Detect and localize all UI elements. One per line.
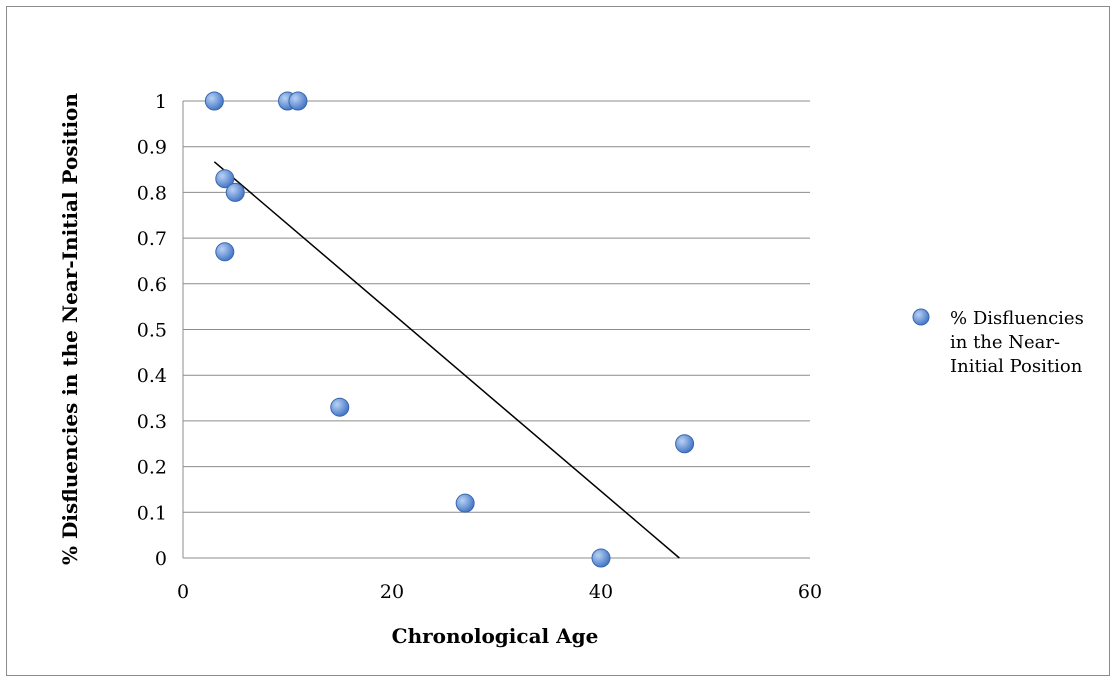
- y-tick-label: 0.9: [137, 137, 167, 159]
- y-tick-labels: 0 0.1 0.2 0.3 0.4 0.5 0.6 0.7 0.8 0.9 1: [137, 91, 167, 570]
- data-point: [215, 169, 235, 189]
- x-tick-label: 60: [798, 581, 822, 603]
- y-tick-label: 0.6: [137, 274, 167, 296]
- x-tick-label: 20: [380, 581, 404, 603]
- data-points: [204, 91, 695, 568]
- legend-label-line-3: Initial Position: [950, 356, 1083, 377]
- y-tick-label: 1: [155, 91, 167, 113]
- legend-marker: [912, 308, 930, 326]
- y-tick-label: 0.7: [137, 228, 167, 250]
- legend-label-line-2: in the Near-: [950, 332, 1060, 353]
- axes: [182, 101, 810, 559]
- y-tick-label: 0.5: [137, 320, 167, 342]
- data-point: [455, 493, 475, 513]
- trendline: [213, 161, 680, 559]
- data-point: [675, 434, 695, 454]
- data-point: [591, 548, 611, 568]
- y-tick-label: 0.4: [137, 365, 167, 387]
- x-tick-label: 40: [589, 581, 613, 603]
- x-axis-title: Chronological Age: [392, 624, 599, 648]
- data-point: [215, 242, 235, 262]
- data-point: [225, 182, 245, 202]
- y-tick-label: 0.2: [137, 457, 167, 479]
- y-tick-label: 0.1: [137, 502, 167, 524]
- legend: % Disfluencies in the Near- Initial Posi…: [912, 308, 1084, 377]
- legend-label-line-1: % Disfluencies: [950, 308, 1084, 329]
- y-tick-label: 0.8: [137, 182, 167, 204]
- x-tick-label: 0: [177, 581, 189, 603]
- x-tick-labels: 0 20 40 60: [177, 581, 822, 603]
- data-point: [330, 397, 350, 417]
- y-tick-label: 0.3: [137, 411, 167, 433]
- gridlines: [183, 100, 810, 513]
- y-tick-label: 0: [155, 548, 167, 570]
- chart-frame: [6, 6, 1110, 676]
- data-point: [288, 91, 308, 111]
- y-axis-title: % Disfluencies in the Near-Initial Posit…: [58, 93, 82, 565]
- data-point: [204, 91, 224, 111]
- trendline-group: [213, 161, 680, 559]
